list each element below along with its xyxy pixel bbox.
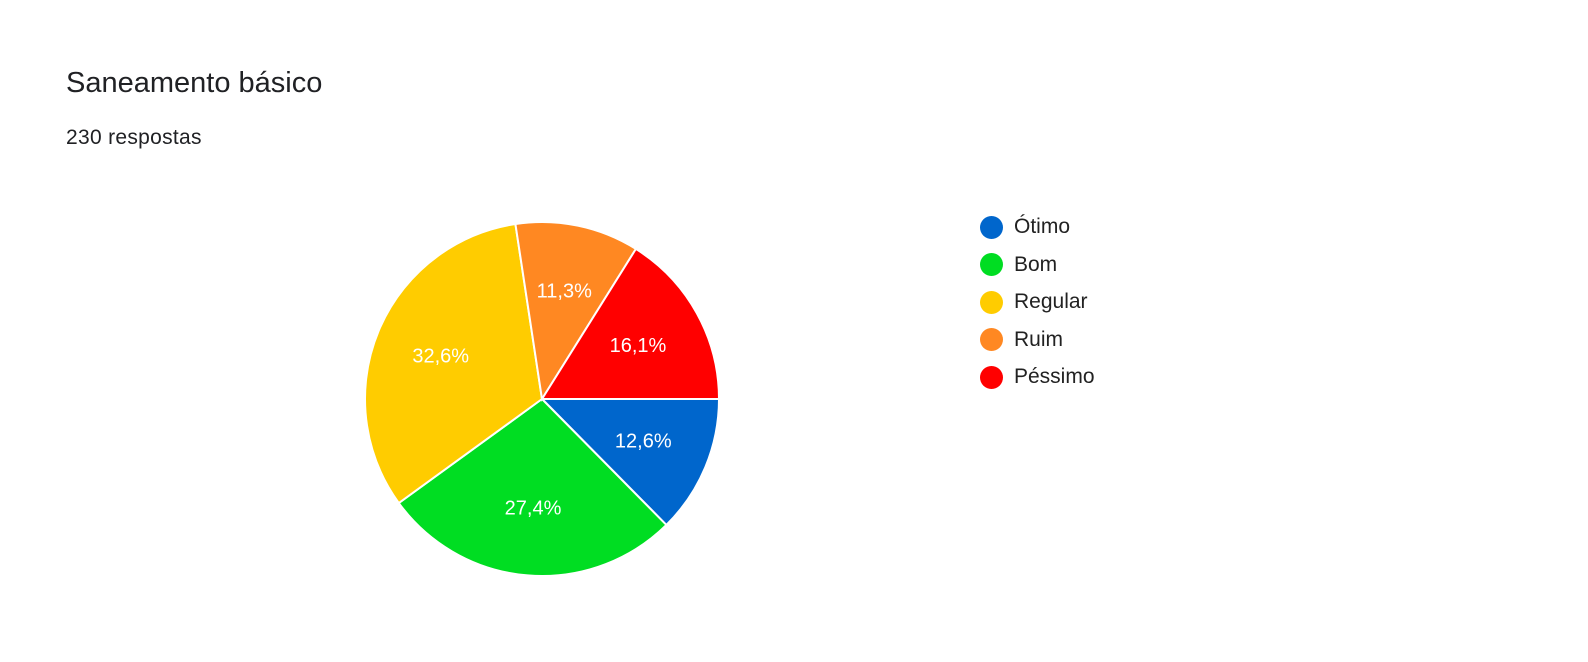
legend-label: Ótimo (1014, 215, 1071, 238)
slice-label-otimo: 12,6% (615, 430, 672, 452)
legend-label: Bom (1014, 252, 1058, 276)
legend-swatch-icon (980, 215, 1003, 239)
pie-slice-otimo[interactable] (539, 398, 721, 527)
response-count: 230 respostas (66, 126, 202, 149)
legend-label: Péssimo (1014, 365, 1095, 388)
slice-label-ruim: 11,3% (537, 281, 592, 303)
chart-title: Saneamento básico (66, 67, 323, 99)
chart-legend: Ótimo Bom Regular Ruim Péssimo (980, 215, 1095, 403)
legend-label: Ruim (1014, 327, 1064, 351)
legend-swatch-icon (980, 253, 1003, 276)
pie-slice-bom[interactable] (397, 397, 668, 577)
legend-item-regular[interactable]: Regular (980, 290, 1095, 314)
legend-item-bom[interactable]: Bom (980, 253, 1095, 277)
legend-swatch-icon (980, 290, 1003, 314)
pie-slice-regular[interactable] (364, 222, 544, 505)
legend-item-otimo[interactable]: Ótimo (980, 215, 1095, 239)
legend-item-pessimo[interactable]: Péssimo (980, 365, 1095, 389)
pie-slice-pessimo[interactable] (540, 247, 721, 400)
legend-swatch-icon (980, 328, 1003, 351)
legend-item-ruim[interactable]: Ruim (980, 328, 1095, 352)
slice-label-regular: 32,6% (412, 346, 469, 368)
pie-slice-ruim[interactable] (514, 221, 638, 402)
legend-swatch-icon (980, 365, 1003, 389)
slice-label-bom: 27,4% (505, 497, 562, 519)
slice-label-pessimo: 16,1% (610, 335, 667, 357)
legend-label: Regular (1014, 290, 1088, 313)
